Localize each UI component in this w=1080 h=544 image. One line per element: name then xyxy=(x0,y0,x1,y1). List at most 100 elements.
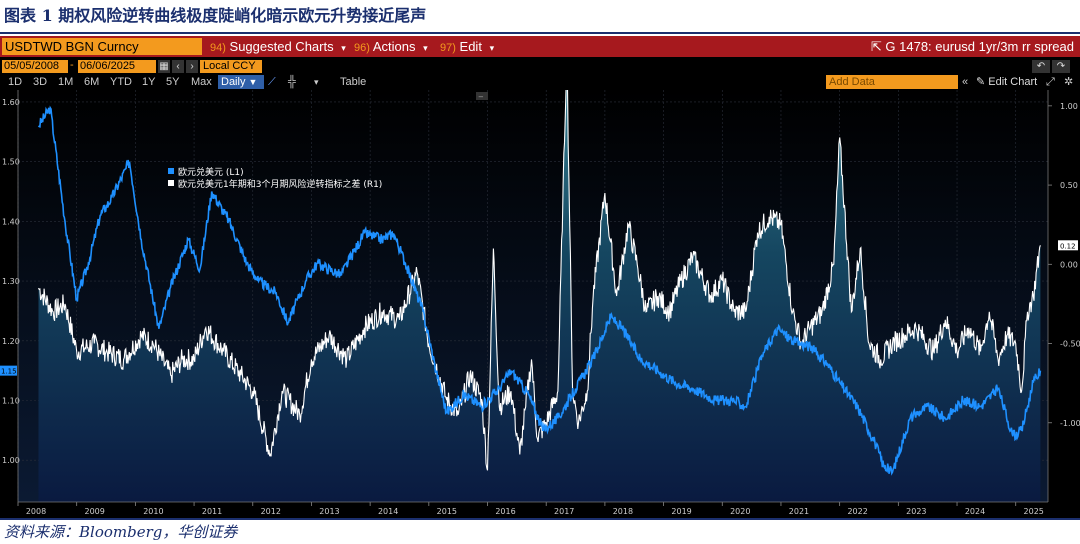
undo-icon[interactable]: ↶ xyxy=(1032,60,1050,73)
collapse-handle[interactable] xyxy=(476,92,488,100)
end-date-field[interactable]: 06/06/2025 xyxy=(78,60,156,73)
menu-actions[interactable]: 96) Actions ▾ xyxy=(354,36,428,57)
minus-icon: − xyxy=(478,93,484,101)
x-tick-label: 2012 xyxy=(261,507,281,516)
frequency-label: Daily xyxy=(221,76,246,88)
x-tick-label: 2011 xyxy=(202,507,222,516)
caret-down-icon: ▾ xyxy=(423,43,428,53)
right-tick-label: -0.50 xyxy=(1060,340,1080,349)
caret-down-icon: ▼ xyxy=(248,77,258,87)
x-tick-label: 2018 xyxy=(613,507,633,516)
range-1d[interactable]: 1D xyxy=(8,76,23,88)
terminal-chart-title: G 1478: eurusd 1yr/3m rr spread xyxy=(885,39,1074,54)
line-chart-icon[interactable]: ⟋ xyxy=(268,76,276,88)
left-tick-label: 1.60 xyxy=(2,98,20,107)
x-tick-label: 2020 xyxy=(730,507,750,516)
edit-chart-label: Edit Chart xyxy=(988,76,1038,88)
eurusd-line xyxy=(37,105,1042,476)
ticker-field[interactable]: USDTWD BGN Curncy xyxy=(2,38,202,55)
edit-chart-button[interactable]: ✎ Edit Chart xyxy=(976,75,1037,89)
left-tick-label: 1.00 xyxy=(2,456,20,465)
risk-reversal-area xyxy=(38,90,1041,502)
legend-label-eurusd: 欧元兑美元 (L1) xyxy=(178,166,244,178)
menu-suggested-charts[interactable]: 94) Suggested Charts ▾ xyxy=(210,36,346,57)
range-bar: 1D 3D 1M 6M YTD 1Y 5Y Max Daily ▼ ⟋ ╬ ▾ … xyxy=(0,74,1080,90)
right-tick-label: 0.00 xyxy=(1060,260,1078,269)
currency-select[interactable]: Local CCY xyxy=(200,60,262,73)
collapse-icon[interactable]: « xyxy=(962,76,969,88)
left-tick-label: 1.30 xyxy=(2,277,20,286)
left-tick-label: 1.50 xyxy=(2,158,20,167)
menu-number: 97) xyxy=(440,42,456,54)
chevron-right-icon[interactable]: › xyxy=(186,60,198,73)
table-button[interactable]: Table xyxy=(340,76,367,88)
axes: 2008 2009 2010 2011 2012 2013 2014 2015 2016 2017… xyxy=(0,90,1080,516)
caret-down-icon: ▾ xyxy=(489,43,495,53)
caret-down-icon[interactable]: ▾ xyxy=(314,77,319,87)
left-last-value-label: 1.15 xyxy=(1,368,17,376)
frequency-select[interactable]: Daily ▼ xyxy=(218,75,264,89)
x-tick-label: 2015 xyxy=(437,507,457,516)
x-tick-label: 2009 xyxy=(85,507,105,516)
redo-icon[interactable]: ↷ xyxy=(1052,60,1070,73)
range-1m[interactable]: 1M xyxy=(58,76,74,88)
left-tick-label: 1.40 xyxy=(2,217,20,226)
date-bar: 05/05/2008 - 06/06/2025 ▦ ‹ › Local CCY … xyxy=(0,58,1080,74)
chevron-left-icon[interactable]: ‹ xyxy=(172,60,184,73)
range-ytd[interactable]: YTD xyxy=(110,76,132,88)
right-last-value-label: 0.12 xyxy=(1060,242,1076,250)
x-tick-label: 2025 xyxy=(1024,507,1044,516)
x-tick-label: 2014 xyxy=(378,507,398,516)
x-tick-label: 2019 xyxy=(671,507,691,516)
bloomberg-terminal: USDTWD BGN Curncy 94) Suggested Charts ▾… xyxy=(0,36,1080,518)
x-tick-label: 2021 xyxy=(789,507,809,516)
chart-title-bar: ⇱ G 1478: eurusd 1yr/3m rr spread xyxy=(871,36,1074,57)
rr-line xyxy=(38,90,1041,471)
chart-caption: 图表 1 期权风险逆转曲线极度陡峭化暗示欧元升势接近尾声 xyxy=(4,6,427,25)
add-data-input[interactable]: Add Data xyxy=(826,75,958,89)
series-lines xyxy=(37,90,1042,476)
resize-icon[interactable]: ⤢ xyxy=(1046,76,1055,88)
x-tick-label: 2008 xyxy=(26,507,46,516)
x-tick-label: 2010 xyxy=(143,507,163,516)
x-tick-label: 2013 xyxy=(319,507,339,516)
legend-label-rr: 欧元兑美元1年期和3个月期风险逆转指标之差 (R1) xyxy=(178,178,382,190)
legend-swatch-rr xyxy=(168,180,174,186)
chart-area: 2008 2009 2010 2011 2012 2013 2014 2015 2016 2017… xyxy=(0,90,1080,516)
x-tick-label: 2023 xyxy=(906,507,926,516)
x-tick-label: 2016 xyxy=(495,507,515,516)
caret-down-icon: ▾ xyxy=(341,43,346,53)
range-3d[interactable]: 3D xyxy=(33,76,48,88)
gear-icon[interactable]: ✲ xyxy=(1064,76,1074,88)
x-tick-label: 2017 xyxy=(554,507,574,516)
left-tick-label: 1.10 xyxy=(2,396,20,405)
pencil-icon: ✎ xyxy=(976,76,986,88)
x-tick-label: 2022 xyxy=(847,507,867,516)
title-bar: USDTWD BGN Curncy 94) Suggested Charts ▾… xyxy=(0,36,1080,57)
date-separator: - xyxy=(70,59,74,71)
range-5y[interactable]: 5Y xyxy=(166,76,180,88)
legend: 欧元兑美元 (L1) 欧元兑美元1年期和3个月期风险逆转指标之差 (R1) xyxy=(168,166,382,190)
left-tick-label: 1.20 xyxy=(2,337,20,346)
menu-label: Edit xyxy=(459,39,482,54)
right-tick-label: 1.00 xyxy=(1060,102,1078,111)
menu-number: 94) xyxy=(210,42,226,54)
external-link-icon[interactable]: ⇱ xyxy=(870,39,882,54)
range-1y[interactable]: 1Y xyxy=(142,76,156,88)
x-tick-label: 2024 xyxy=(965,507,985,516)
calendar-icon[interactable]: ▦ xyxy=(158,60,170,73)
source-note: 资料来源：Bloomberg，华创证券 xyxy=(4,523,238,541)
chart-type-icon[interactable]: ╬ xyxy=(288,76,296,88)
range-max[interactable]: Max xyxy=(191,76,212,88)
range-6m[interactable]: 6M xyxy=(84,76,100,88)
rr-area-fill xyxy=(38,90,1041,502)
menu-number: 96) xyxy=(354,42,370,54)
right-last-value-tag xyxy=(1058,240,1078,251)
right-tick-label: -1.00 xyxy=(1060,419,1080,428)
menu-label: Suggested Charts xyxy=(229,39,334,54)
source-rule xyxy=(0,518,1080,520)
start-date-field[interactable]: 05/05/2008 xyxy=(2,60,68,73)
caption-rule xyxy=(0,32,1080,34)
right-tick-label: 0.50 xyxy=(1060,181,1078,190)
menu-edit[interactable]: 97) Edit ▾ xyxy=(440,36,494,57)
